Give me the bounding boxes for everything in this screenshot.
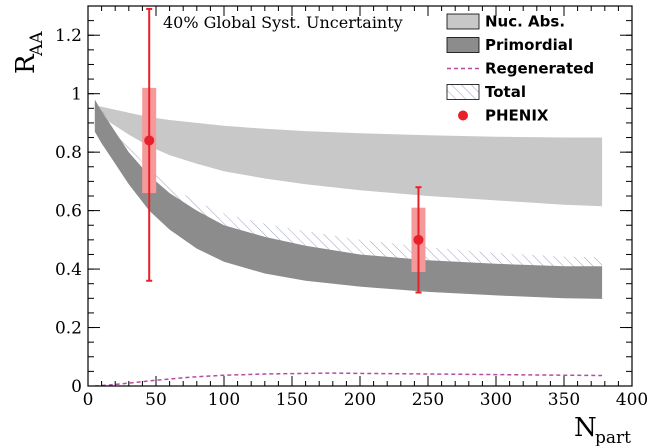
global-syst-annotation: 40% Global Syst. Uncertainty [163, 13, 403, 32]
x-tick-label: 0 [83, 390, 94, 410]
legend-label-phenix: PHENIX [485, 107, 549, 125]
x-axis-ticks: 0 50 100 150 200 250 300 350 400 [83, 6, 648, 410]
legend-item-total: Total [446, 83, 526, 101]
x-axis-title: N part [574, 413, 631, 446]
legend-symbol-primordial [446, 37, 480, 53]
legend-label-regenerated: Regenerated [485, 60, 594, 78]
phenix-point-1 [142, 7, 157, 282]
y-axis-title-main: R [11, 53, 41, 74]
legend-label-primordial: Primordial [485, 36, 573, 54]
legend: Nuc. Abs. Primordial Regenerated Total PHENI… [446, 13, 594, 125]
x-tick-label: 100 [208, 390, 240, 410]
band-nuc-abs [94, 105, 603, 207]
y-tick-label: 1.2 [55, 26, 82, 46]
legend-symbol-total [446, 84, 480, 100]
x-axis-title-main: N [574, 413, 597, 443]
x-tick-label: 200 [344, 390, 376, 410]
x-tick-label: 400 [616, 390, 648, 410]
y-tick-label: 0.2 [55, 319, 82, 339]
y-tick-label: 0.6 [55, 202, 82, 222]
y-tick-label: 1 [71, 85, 82, 105]
y-axis-title-sub: AA [27, 31, 47, 57]
legend-item-phenix: PHENIX [458, 107, 549, 125]
phenix-marker [413, 234, 424, 245]
x-tick-label: 50 [145, 390, 167, 410]
legend-item-primordial: Primordial [446, 36, 573, 54]
points-layer [142, 7, 426, 294]
phenix-marker [144, 135, 155, 146]
x-tick-label: 300 [480, 390, 512, 410]
x-tick-label: 250 [412, 390, 444, 410]
legend-symbol-nuc-abs [446, 13, 480, 30]
legend-item-nuc-abs: Nuc. Abs. [446, 13, 565, 31]
y-tick-label: 0.8 [55, 143, 82, 163]
y-axis-ticks: 0 0.2 0.4 0.6 0.8 1 1.2 [55, 5, 632, 397]
legend-label-nuc-abs: Nuc. Abs. [485, 13, 565, 31]
y-tick-label: 0 [71, 377, 82, 397]
legend-label-total: Total [485, 83, 526, 101]
x-tick-label: 150 [276, 390, 308, 410]
x-axis-title-sub: part [595, 428, 631, 446]
band-primordial [94, 99, 603, 299]
y-axis-title: R AA [11, 31, 47, 74]
line-regenerated [94, 372, 603, 386]
curves-layer [94, 372, 603, 386]
bands-layer [94, 99, 603, 299]
y-tick-label: 0.4 [55, 260, 82, 280]
phenix-point-2 [411, 186, 426, 294]
legend-item-regenerated: Regenerated [447, 60, 594, 78]
legend-symbol-phenix [458, 110, 468, 121]
x-tick-label: 350 [548, 390, 580, 410]
